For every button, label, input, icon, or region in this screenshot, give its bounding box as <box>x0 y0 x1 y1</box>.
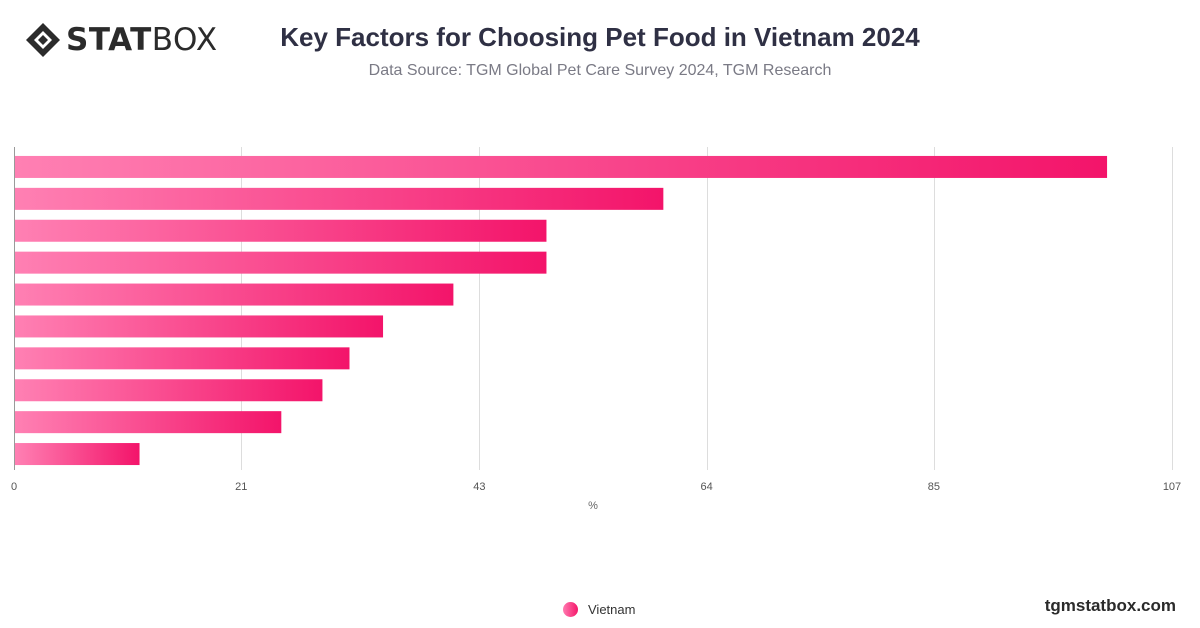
logo-text-light: BOX <box>151 21 218 58</box>
bar-vietnam[interactable] <box>15 411 282 434</box>
bar-vietnam[interactable] <box>15 283 454 306</box>
legend-marker <box>563 602 578 617</box>
statbox-logo[interactable]: STATBOX <box>24 18 218 62</box>
bar-vietnam[interactable] <box>15 251 547 274</box>
bar-vietnam[interactable] <box>15 187 664 210</box>
bar-vietnam[interactable] <box>15 155 1108 178</box>
chart-title: Key Factors for Choosing Pet Food in Vie… <box>280 22 920 52</box>
x-tick-label: 85 <box>928 481 940 493</box>
legend[interactable]: Vietnam <box>563 602 635 617</box>
bar-vietnam[interactable] <box>15 379 323 402</box>
x-tick-label: 43 <box>473 481 485 493</box>
diamond-logo-icon <box>26 23 60 57</box>
bar-vietnam[interactable] <box>15 219 547 242</box>
x-axis-ticks: 0 21 43 64 85 107 <box>11 481 1181 493</box>
legend-label: Vietnam <box>588 602 636 617</box>
bar-vietnam[interactable] <box>15 315 384 338</box>
bar-vietnam[interactable] <box>15 347 350 370</box>
watermark: tgmstatbox.com <box>1044 596 1176 615</box>
bars <box>15 155 1108 466</box>
x-tick-label: 107 <box>1163 481 1181 493</box>
logo-text-strong: STAT <box>66 21 152 58</box>
bar-vietnam[interactable] <box>15 443 140 466</box>
x-tick-label: 21 <box>235 481 247 493</box>
logo-text: STATBOX <box>66 21 218 58</box>
chart-subtitle: Data Source: TGM Global Pet Care Survey … <box>368 62 832 79</box>
x-axis-title: % <box>588 500 598 512</box>
x-tick-label: 0 <box>11 481 17 493</box>
x-tick-label: 64 <box>701 481 713 493</box>
